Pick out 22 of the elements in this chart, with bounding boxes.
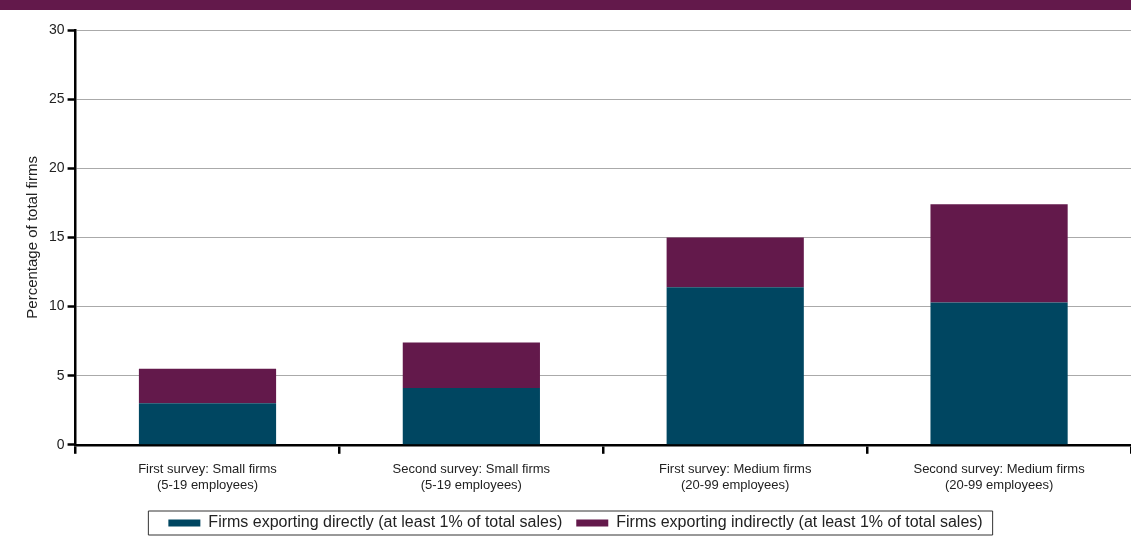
y-tick-label: 25 bbox=[48, 89, 65, 106]
x-tick-label: Second survey: Small firms (5-19 employees) bbox=[392, 461, 551, 492]
y-tick-label: 15 bbox=[48, 228, 65, 245]
bar bbox=[666, 287, 804, 445]
bar bbox=[402, 342, 540, 389]
bar bbox=[930, 302, 1068, 445]
legend-label: Firms exporting directly (at least 1% of total sales) bbox=[208, 513, 563, 531]
x-tick-label: First survey: Small firms (5-19 employees) bbox=[138, 461, 278, 492]
bar bbox=[930, 204, 1068, 303]
x-tick-label: First survey: Medium firms (20-99 employees) bbox=[659, 461, 812, 492]
bar bbox=[138, 368, 277, 404]
y-tick-label: 20 bbox=[48, 159, 65, 176]
legend-label: Firms exporting indirectly (at least 1% of total sales) bbox=[616, 513, 983, 531]
y-axis-title: Percentage of total firms bbox=[23, 156, 41, 319]
y-tick-label: 0 bbox=[56, 435, 65, 452]
y-tick-label: 10 bbox=[48, 297, 65, 314]
bar bbox=[138, 403, 277, 445]
y-tick-label: 5 bbox=[56, 366, 65, 383]
y-tick-label: 30 bbox=[48, 20, 65, 37]
bar bbox=[402, 388, 540, 445]
bar bbox=[666, 237, 804, 288]
x-tick-label: Second survey: Medium firms (20-99 employees) bbox=[913, 461, 1086, 492]
